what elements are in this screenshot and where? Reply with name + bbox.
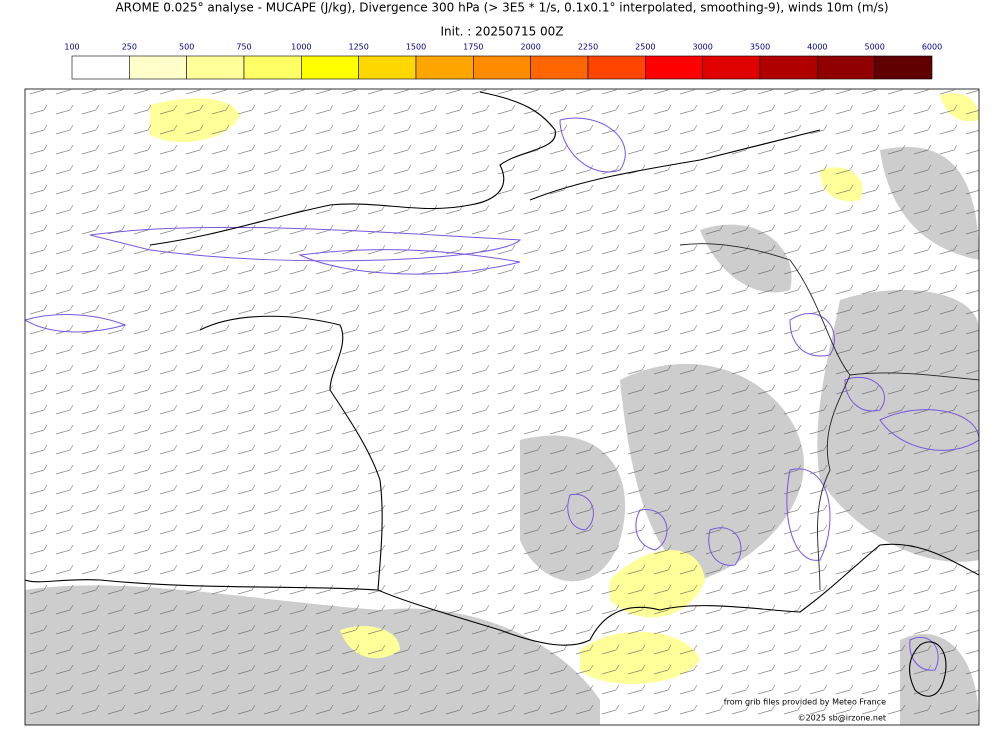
colorbar-swatch	[71, 55, 130, 80]
colorbar-swatch	[530, 55, 589, 80]
colorbar-swatch	[415, 55, 474, 80]
colorbar-label: 4000	[807, 43, 827, 52]
title: AROME 0.025° analyse - MUCAPE (J/kg), Di…	[115, 1, 888, 15]
colorbar-label: 3500	[750, 43, 770, 52]
colorbar-label: 1500	[406, 43, 426, 52]
colorbar-label: 3000	[692, 43, 712, 52]
colorbar-swatch	[186, 55, 245, 80]
colorbar-label: 250	[122, 43, 137, 52]
colorbar-swatch	[129, 55, 187, 80]
colorbar-label: 500	[179, 43, 194, 52]
colorbar-swatch	[358, 55, 417, 80]
map: from grib files provided by Meteo France…	[25, 89, 979, 725]
colorbar-swatch	[702, 55, 761, 80]
colorbar-label: 100	[64, 43, 79, 52]
colorbar-label: 2250	[578, 43, 598, 52]
colorbar-label: 2000	[520, 43, 540, 52]
map-frame	[24, 88, 980, 726]
credit: ©2025 sb@irzone.net	[798, 714, 886, 723]
colorbar-swatch	[645, 55, 703, 80]
colorbar-label: 750	[236, 43, 251, 52]
colorbar-swatch	[243, 55, 302, 80]
colorbar-swatch	[874, 55, 933, 80]
credit: from grib files provided by Meteo France	[724, 698, 886, 707]
colorbar-label: 1250	[348, 43, 368, 52]
colorbar-label: 6000	[922, 43, 942, 52]
colorbar-swatch	[301, 55, 359, 80]
subtitle: Init. : 20250715 00Z	[440, 25, 563, 39]
colorbar: 100 250 500 750 1000 1250 1500 1750 2000 2250 2500…	[64, 43, 942, 80]
colorbar-swatch	[817, 55, 875, 80]
colorbar-swatch	[759, 55, 818, 80]
colorbar-swatch	[473, 55, 531, 80]
colorbar-label: 5000	[864, 43, 884, 52]
colorbar-label: 2500	[635, 43, 655, 52]
colorbar-label: 1750	[463, 43, 483, 52]
colorbar-label: 1000	[291, 43, 311, 52]
colorbar-swatch	[587, 55, 646, 80]
